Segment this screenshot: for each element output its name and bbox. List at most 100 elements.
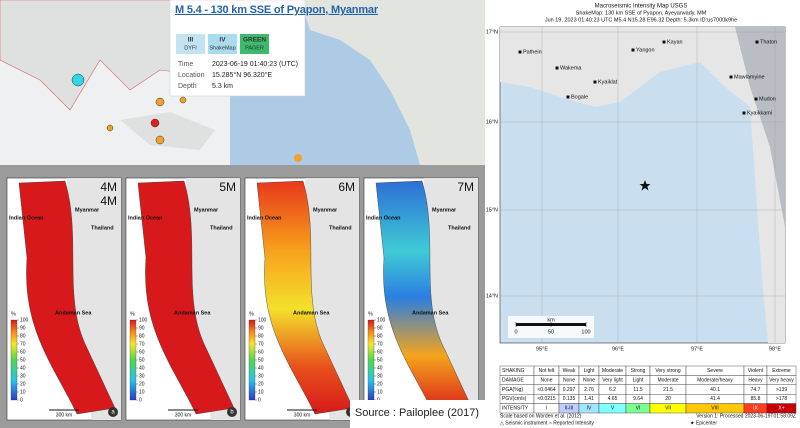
table-cell-text: V [611, 406, 615, 412]
city-label: Kyaiklat [598, 79, 618, 85]
event-marker [155, 97, 165, 107]
land [300, 0, 485, 165]
city-marker [555, 66, 559, 70]
scale-label: 300 km [175, 412, 191, 418]
legend-tick-label: 70 [377, 341, 383, 347]
map-label: Thailand [329, 225, 352, 231]
scale-label: 300 km [56, 412, 72, 418]
legend-tick-label: 50 [377, 357, 383, 363]
epicenter [639, 180, 651, 191]
legend-tick-label: 10 [258, 389, 264, 395]
table-cell-text: IV [587, 406, 592, 412]
event-marker [71, 73, 85, 87]
legend-tick-label: 80 [377, 333, 383, 339]
city-label: Pathein [523, 49, 542, 55]
detail-label: Location [178, 72, 205, 79]
legend-tick-label: 100 [139, 317, 148, 323]
mountains [735, 27, 785, 227]
legend-tick-label: 0 [139, 397, 142, 403]
table-cell-text: 4.65 [608, 396, 618, 402]
scale-tick-label: 0 [514, 329, 517, 335]
map-label: Andaman Sea [412, 310, 449, 316]
legend-tick-label: 10 [139, 389, 145, 395]
table-cell-text: Extreme [772, 368, 791, 374]
panel-letter-badge [108, 407, 118, 417]
table-cell-text: <0.0464 [537, 387, 555, 393]
city-marker [593, 80, 597, 84]
legend-tick-label: 50 [139, 357, 145, 363]
city-label: Mawlamyine [734, 74, 765, 80]
map-label: Indian Ocean [9, 215, 44, 221]
scale-tick-label: 100 [581, 329, 590, 335]
table-header: PGV(cm/s) [502, 396, 527, 402]
city-label: Thaton [760, 39, 777, 45]
lon-label: 95°E [536, 346, 548, 352]
map-label: Andaman Sea [293, 310, 330, 316]
legend-bar [129, 319, 137, 401]
table-cell-text: 1.41 [584, 396, 594, 402]
legend-tick-label: 0 [20, 397, 23, 403]
panel-magnitude: 4M [100, 180, 117, 194]
map-label: Thailand [448, 225, 471, 231]
legend-unit: % [11, 311, 16, 317]
panel-letter: b [230, 410, 234, 416]
panel-letter: a [111, 410, 115, 416]
legend-tick-label: 40 [377, 365, 383, 371]
table-cell-text: Moderate [602, 368, 623, 374]
table-cell-text: IX [753, 406, 758, 412]
table-cell-text: VII [665, 406, 671, 412]
table-cell-text: 9.64 [633, 396, 643, 402]
legend-tick-label: 10 [377, 389, 383, 395]
legend-tick-label: 80 [20, 333, 26, 339]
table-cell-text: >178 [776, 396, 787, 402]
badge-level: IV [219, 37, 226, 44]
legend-tick-label: 20 [20, 381, 26, 387]
panel-magnitude: 6M [338, 180, 355, 194]
city-marker [566, 95, 570, 99]
map-label: Indian Ocean [247, 215, 282, 221]
panel-letter-badge [227, 407, 237, 417]
city-label: Bogale [571, 94, 588, 100]
legend-tick-label: 100 [377, 317, 386, 323]
legend-bar [367, 319, 375, 401]
legend-tick-label: 70 [139, 341, 145, 347]
legend-tick-label: 100 [20, 317, 29, 323]
table-cell-text: 85.8 [751, 396, 761, 402]
shakemap-subtitle: ShakeMap: 130 km SSE of Pyapon, Ayeyarwa… [576, 10, 707, 16]
table-cell-text: Moderate [657, 377, 678, 383]
lon-label: 97°E [691, 346, 703, 352]
legend-tick-label: 100 [258, 317, 267, 323]
legend-tick-label: 20 [258, 381, 264, 387]
event-marker [179, 96, 187, 104]
legend-tick-label: 90 [377, 325, 383, 331]
legend-tick-label: 40 [258, 365, 264, 371]
badge [240, 34, 269, 54]
land [120, 112, 215, 150]
card-content: M 5.4 - 130 km SSE of Pyapon, Myanmar III… [175, 4, 379, 90]
map-label: Andaman Sea [55, 310, 92, 316]
legend-tick-label: 40 [20, 365, 26, 371]
table-cell-text: Light [584, 368, 595, 374]
table-header: DAMAGE [502, 377, 524, 383]
table-cell-text: X+ [778, 406, 784, 412]
scale-tick-label: 50 [548, 329, 554, 335]
legend-bar [10, 319, 18, 401]
lon-label: 98°E [769, 346, 781, 352]
table-cell-text: 0.135 [563, 396, 576, 402]
map-label: Indian Ocean [128, 215, 163, 221]
detail-value: 15.285°N 96.320°E [212, 71, 272, 79]
legend-tick-label: 90 [139, 325, 145, 331]
badge-name: PAGER [245, 45, 264, 51]
city-label: Kayan [667, 39, 683, 45]
scale-label: 300 km [294, 412, 310, 418]
detail-label: Time [178, 61, 193, 68]
legend-tick-label: 40 [139, 365, 145, 371]
table-cell-text: Not felt [539, 368, 555, 374]
legend-tick-label: 90 [20, 325, 26, 331]
source-text: Source : Pailoplee (2017) [355, 407, 479, 419]
table-cell-text: <0.0215 [537, 396, 555, 402]
table-cell-text: 0.297 [563, 387, 576, 393]
legend-unit: % [249, 311, 254, 317]
footer: Version 1: Processed 2023-06-19T01:58:09… [696, 413, 796, 419]
